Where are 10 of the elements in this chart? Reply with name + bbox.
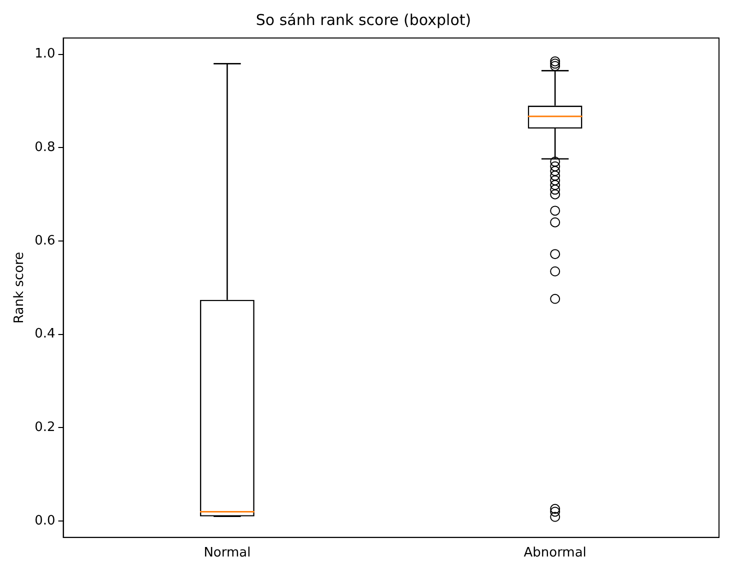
x-tick-label: Normal xyxy=(204,546,251,561)
x-tick-label: Abnormal xyxy=(524,546,586,561)
y-tick-label: 0.6 xyxy=(34,233,56,248)
y-tick-label: 0.8 xyxy=(34,140,56,156)
y-tick-label: 0.2 xyxy=(34,420,56,436)
y-tick-label: 0.0 xyxy=(34,513,56,528)
chart-title: So sánh rank score (boxplot) xyxy=(256,10,472,29)
y-tick-label: 0.4 xyxy=(34,326,56,342)
y-axis-title: Rank score xyxy=(12,252,28,324)
y-tick-label: 1.0 xyxy=(34,46,56,62)
